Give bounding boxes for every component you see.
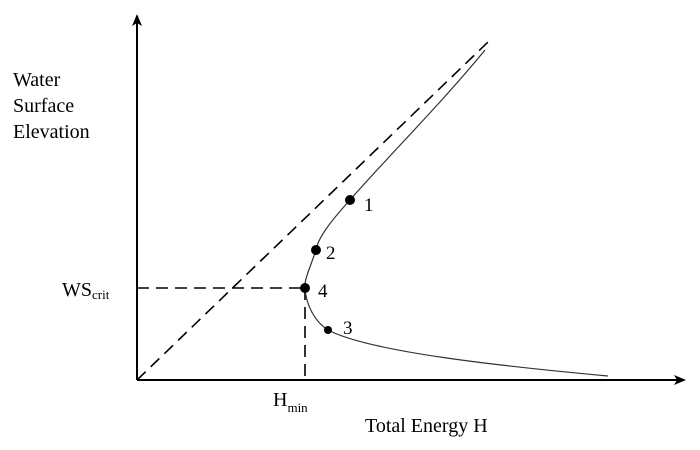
point-1-marker [345, 195, 355, 205]
h-min-main: H [273, 389, 287, 411]
point-4-label: 4 [318, 281, 328, 302]
point-1-label: 1 [364, 195, 374, 216]
point-2-label: 2 [326, 243, 336, 264]
h-min-label: Hmin [273, 389, 308, 415]
y-axis-label-line-3: Elevation [13, 121, 90, 143]
y-axis-label-line-2: Surface [13, 95, 74, 117]
point-3-label: 3 [343, 318, 353, 339]
specific-energy-curve [304, 49, 609, 377]
y-axis-label-line-1: Water [13, 69, 61, 91]
point-3-marker [324, 326, 332, 334]
ws-crit-label: WScrit [62, 279, 110, 302]
ws-crit-main: WS [62, 279, 92, 301]
point-2-marker [311, 245, 321, 255]
equal-energy-dashed-line [136, 41, 489, 381]
point-4-marker [300, 283, 310, 293]
h-min-sub: min [287, 400, 308, 415]
ws-crit-sub: crit [92, 287, 110, 302]
x-axis-label: Total Energy H [365, 415, 488, 437]
